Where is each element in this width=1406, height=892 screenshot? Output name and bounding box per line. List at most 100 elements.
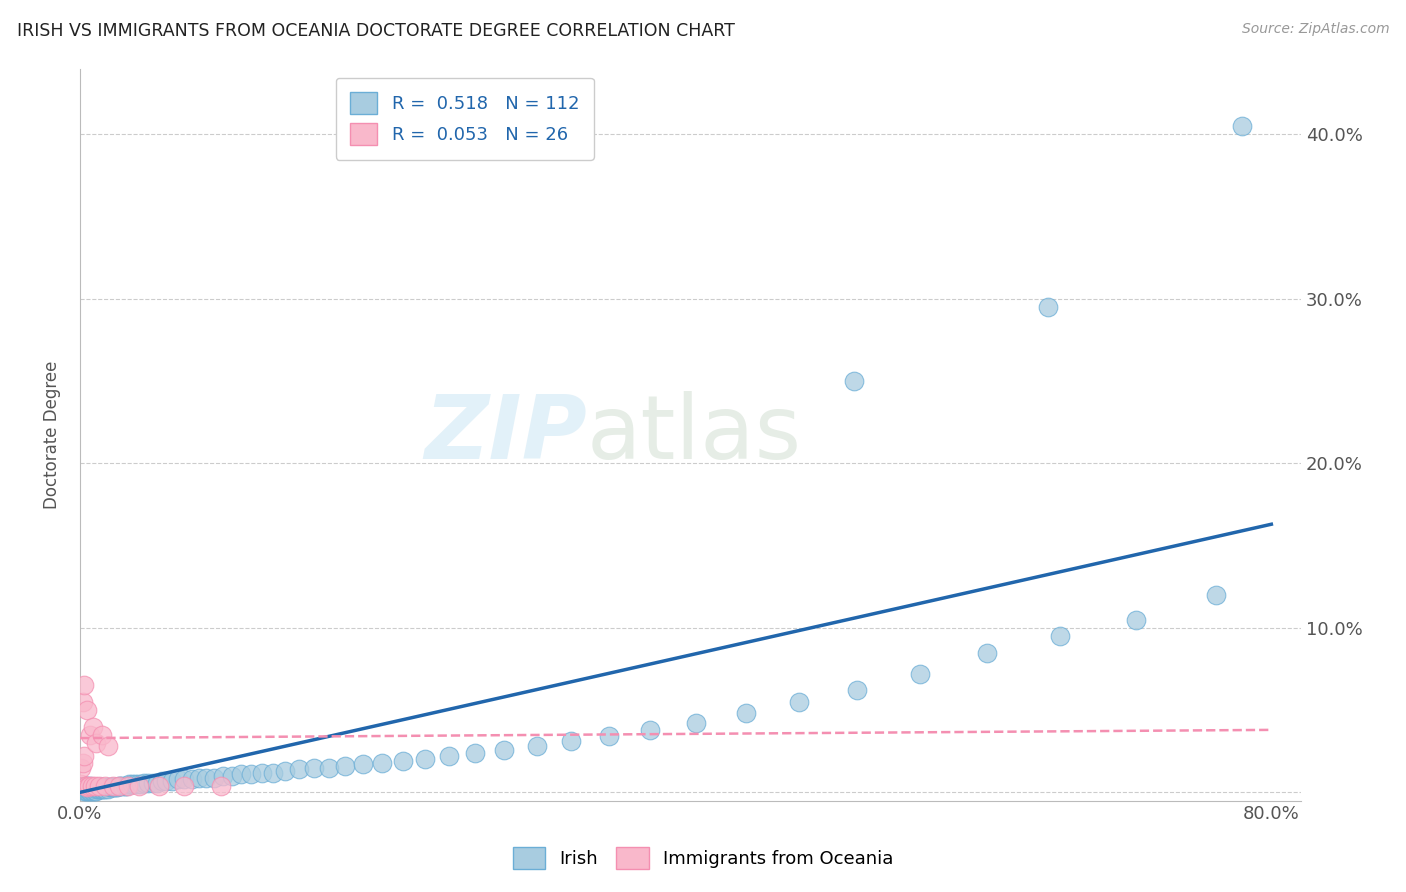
Point xyxy=(83,783,105,797)
Point xyxy=(80,779,103,793)
Point xyxy=(107,779,129,793)
Point xyxy=(82,780,104,795)
Point xyxy=(100,780,122,795)
Point xyxy=(107,779,129,793)
Point xyxy=(79,782,101,797)
Point xyxy=(76,780,98,795)
Point xyxy=(70,780,93,795)
Point xyxy=(75,782,97,797)
Point xyxy=(98,780,121,795)
Point xyxy=(146,775,169,789)
Point xyxy=(89,780,111,795)
Point xyxy=(94,782,117,797)
Point xyxy=(70,777,93,791)
Point xyxy=(150,773,173,788)
Point xyxy=(142,775,165,789)
Point xyxy=(371,756,394,770)
Text: Source: ZipAtlas.com: Source: ZipAtlas.com xyxy=(1241,22,1389,37)
Point xyxy=(90,782,112,797)
Point xyxy=(82,783,104,797)
Point xyxy=(79,783,101,797)
Point xyxy=(263,765,285,780)
Point xyxy=(173,772,195,787)
Point xyxy=(80,783,103,797)
Point xyxy=(240,767,263,781)
Point xyxy=(173,779,195,793)
Point xyxy=(76,703,98,717)
Point xyxy=(560,734,582,748)
Point xyxy=(83,779,105,793)
Point xyxy=(72,695,94,709)
Text: IRISH VS IMMIGRANTS FROM OCEANIA DOCTORATE DEGREE CORRELATION CHART: IRISH VS IMMIGRANTS FROM OCEANIA DOCTORA… xyxy=(17,22,735,40)
Point xyxy=(73,783,96,797)
Point xyxy=(288,763,311,777)
Point xyxy=(96,780,118,795)
Point xyxy=(333,759,356,773)
Point xyxy=(160,773,183,788)
Point xyxy=(101,780,124,795)
Point xyxy=(76,779,98,793)
Point xyxy=(464,746,486,760)
Point xyxy=(685,716,707,731)
Point xyxy=(640,723,662,737)
Point xyxy=(1205,588,1227,602)
Point xyxy=(127,777,149,791)
Point xyxy=(1230,119,1253,133)
Point xyxy=(93,782,115,797)
Point xyxy=(105,780,128,795)
Point xyxy=(787,695,810,709)
Point xyxy=(202,771,225,785)
Point xyxy=(70,782,93,797)
Legend: Irish, Immigrants from Oceania: Irish, Immigrants from Oceania xyxy=(503,838,903,879)
Point xyxy=(80,780,103,795)
Point xyxy=(129,777,152,791)
Point xyxy=(90,780,112,795)
Point xyxy=(415,752,437,766)
Legend: R =  0.518   N = 112, R =  0.053   N = 26: R = 0.518 N = 112, R = 0.053 N = 26 xyxy=(336,78,593,160)
Point xyxy=(392,754,415,768)
Point xyxy=(76,783,98,797)
Point xyxy=(124,777,146,791)
Point xyxy=(77,780,100,795)
Point xyxy=(77,782,100,797)
Point xyxy=(72,756,94,770)
Point xyxy=(104,780,127,795)
Point xyxy=(494,742,516,756)
Point xyxy=(75,780,97,795)
Point xyxy=(73,780,96,795)
Point xyxy=(844,374,866,388)
Point xyxy=(195,771,218,785)
Point xyxy=(77,779,100,793)
Point xyxy=(97,782,120,797)
Point xyxy=(73,678,96,692)
Point xyxy=(75,779,97,793)
Point xyxy=(846,683,869,698)
Point xyxy=(79,779,101,793)
Point xyxy=(77,783,100,797)
Point xyxy=(73,779,96,793)
Point xyxy=(121,777,143,791)
Point xyxy=(209,779,232,793)
Point xyxy=(110,779,132,793)
Point xyxy=(77,782,100,797)
Point xyxy=(73,782,96,797)
Point xyxy=(1036,300,1059,314)
Point xyxy=(75,779,97,793)
Point xyxy=(82,782,104,797)
Point xyxy=(89,782,111,797)
Text: ZIP: ZIP xyxy=(425,391,586,478)
Point xyxy=(75,783,97,797)
Point xyxy=(318,761,340,775)
Point xyxy=(76,782,98,797)
Point xyxy=(87,780,110,795)
Point xyxy=(72,779,94,793)
Point xyxy=(103,780,125,795)
Point xyxy=(76,782,98,797)
Point xyxy=(91,780,114,795)
Point xyxy=(89,779,111,793)
Point xyxy=(82,720,104,734)
Point xyxy=(229,767,252,781)
Point xyxy=(87,782,110,797)
Point xyxy=(79,780,101,795)
Text: atlas: atlas xyxy=(586,391,801,478)
